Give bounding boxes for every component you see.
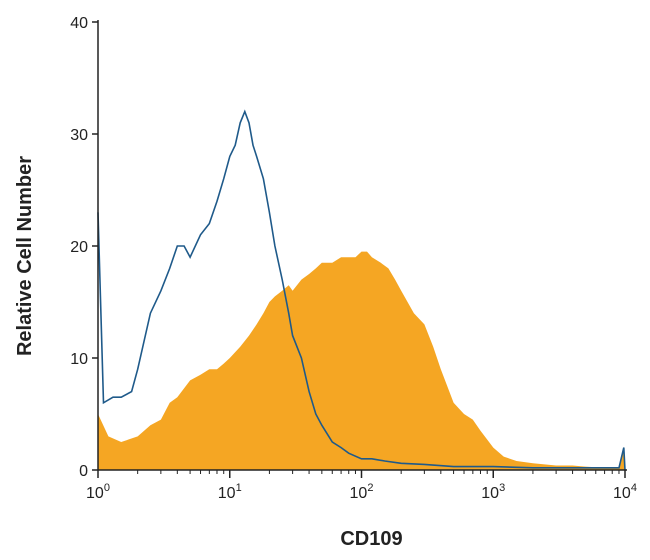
x-tick-label: 103 [481,482,505,502]
x-tick-label: 102 [350,482,374,502]
y-tick-label: 0 [79,463,88,480]
y-ticks: 0 10 20 30 40 [70,15,98,480]
axes-layer [97,20,627,471]
x-tick-label: 104 [613,482,637,502]
filled-histogram-series [98,251,625,470]
y-tick-label: 20 [70,239,88,256]
y-tick-label: 40 [70,15,88,32]
x-axis-title: CD109 [340,528,402,550]
y-tick-label: 10 [70,351,88,368]
outline-histogram-series [97,109,626,471]
y-tick-label: 30 [70,127,88,144]
x-ticks: 100 101 102 103 104 [86,470,637,502]
x-tick-label: 100 [86,482,110,502]
series-layer [97,109,626,471]
y-axis-title: Relative Cell Number [14,156,36,356]
x-tick-label: 101 [218,482,242,502]
